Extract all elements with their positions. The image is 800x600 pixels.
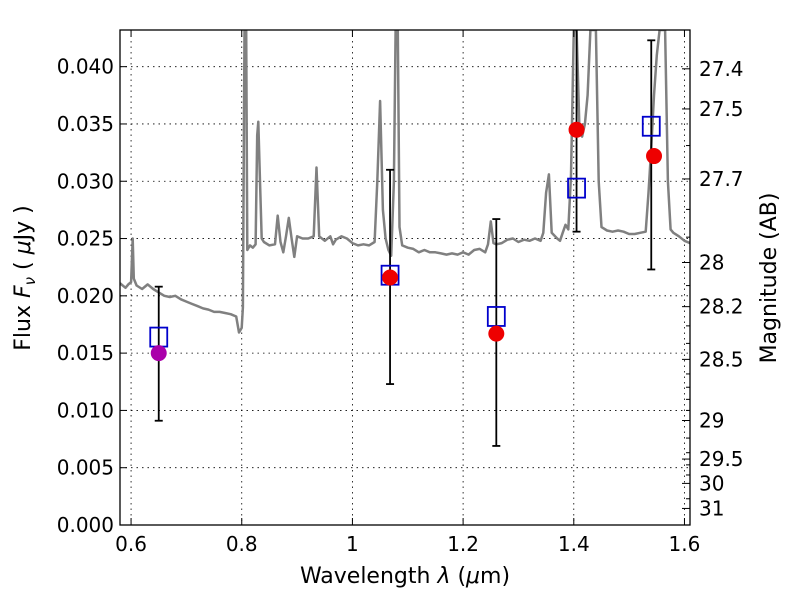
y-tick-label: 0.000	[57, 513, 114, 537]
y2-tick-label: 30	[699, 471, 724, 495]
y2-tick-label: 27.5	[699, 97, 744, 121]
photometry-point	[382, 269, 399, 286]
y-tick-label: 0.010	[57, 398, 114, 422]
photometry-point	[646, 148, 663, 165]
x-axis-label: Wavelength λ (μm)	[300, 564, 510, 589]
y-axis-label-text: Flux	[11, 298, 36, 351]
y2-tick-label: 27.7	[699, 167, 744, 191]
x-tick-label: 1.4	[558, 532, 590, 556]
x-axis-label-mu: μ	[465, 564, 480, 589]
y-tick-label: 0.035	[57, 112, 114, 136]
y-tick-label: 0.025	[57, 227, 114, 251]
y2-tick-label: 29.5	[699, 447, 744, 471]
y2-tick-label: 28	[699, 250, 724, 274]
x-tick-label: 1	[346, 532, 359, 556]
x-axis-label-lambda: λ	[436, 564, 450, 589]
y-axis-label: Flux Fν ( μJy )	[11, 205, 39, 350]
series-layer	[120, 30, 690, 334]
tick-layer: 0.6 0.8 1 1.2 1.4 1.6 0.000 0.005 0.010 0.015 0.02…	[57, 30, 744, 556]
y-axis-label-unit: Jy )	[11, 205, 36, 242]
y-tick-label: 0.015	[57, 341, 114, 365]
model-photometry-square	[641, 115, 661, 137]
y-axis-label-mu: μ	[11, 240, 36, 255]
photometry-point	[568, 121, 585, 138]
x-axis-label-open: (	[450, 564, 466, 589]
y2-tick-label: 31	[699, 496, 724, 520]
x-tick-label: 1.6	[669, 532, 701, 556]
y2-tick-label: 28.5	[699, 347, 744, 371]
x-tick-label: 0.8	[226, 532, 258, 556]
x-tick-label: 1.2	[447, 532, 479, 556]
y-tick-label: 0.020	[57, 284, 114, 308]
photometry-point	[488, 325, 505, 342]
marker-layer	[149, 30, 663, 447]
y2-tick-label: 27.4	[699, 57, 744, 81]
plot-frame	[119, 29, 691, 526]
y-tick-label: 0.005	[57, 456, 114, 480]
y-axis-label-open: (	[11, 254, 36, 277]
y-axis-label-nu: ν	[21, 277, 39, 285]
y2-tick-label: 29	[699, 408, 724, 432]
x-axis-label-unit: m)	[480, 564, 510, 589]
model-photometry-square	[567, 177, 586, 199]
y-tick-label: 0.040	[57, 55, 114, 79]
y-tick-label: 0.030	[57, 169, 114, 193]
y2-axis-label: Magnitude (AB)	[757, 193, 782, 364]
x-axis-label-text: Wavelength	[300, 564, 438, 589]
y2-tick-label: 28.2	[699, 295, 744, 319]
spectrum-line	[120, 30, 690, 334]
y-axis-label-F: F	[11, 285, 36, 298]
photometry-point	[150, 345, 167, 362]
x-tick-label: 0.6	[115, 532, 147, 556]
